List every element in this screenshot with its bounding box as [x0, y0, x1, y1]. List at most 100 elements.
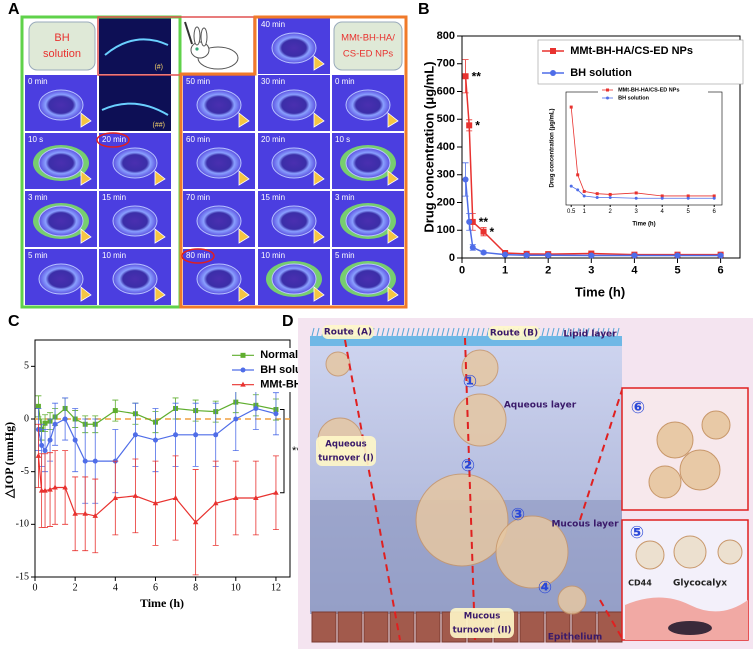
marker: [52, 484, 58, 490]
epithelial-cell: [519, 611, 545, 643]
panel-label: A: [8, 1, 20, 18]
marker: [92, 458, 98, 464]
lipid-spike: [616, 327, 620, 337]
x-tick-label: 8: [193, 582, 198, 593]
y-tick-label: 100: [437, 224, 455, 236]
epithelial-cell: [545, 611, 571, 643]
y-tick-label: 300: [437, 169, 455, 181]
x-tick-label: 6: [153, 582, 158, 593]
significance: **: [472, 69, 482, 83]
y-tick-label: 500: [437, 113, 455, 125]
marker: [42, 448, 48, 454]
legend-label: BH solution: [618, 95, 649, 101]
x-tick-label: 3: [588, 265, 594, 277]
arrow-head: [154, 170, 166, 186]
frame-label: 80 min: [186, 251, 210, 260]
x-axis-label: Time (h): [632, 222, 655, 228]
marker: [462, 176, 469, 183]
legend-box: [537, 39, 744, 85]
lipid-spike: [446, 327, 450, 337]
frame-label: 0 min: [28, 77, 48, 86]
marker: [480, 228, 487, 235]
marker: [42, 420, 48, 426]
nanoparticle: [495, 515, 569, 589]
bh-label: BH: [54, 32, 69, 44]
nucleus: [668, 621, 712, 635]
marker: [240, 367, 246, 373]
diagram-label: ②: [461, 456, 475, 476]
marker: [132, 492, 139, 498]
frame-label: 70 min: [186, 193, 210, 202]
x-tick-label: 5: [674, 265, 680, 277]
nanoparticle: [717, 539, 743, 565]
marker: [606, 88, 609, 92]
arrow-head: [313, 228, 325, 244]
y-axis-label: Drug concentration (μg/mL): [421, 61, 436, 232]
eye: [345, 263, 391, 295]
eye: [271, 147, 317, 179]
photo-mark: (##): [153, 122, 165, 129]
frame-label: 5 min: [28, 251, 48, 260]
marker: [62, 416, 68, 422]
marker: [674, 252, 681, 259]
eye: [38, 263, 84, 295]
frame-label: 10 min: [261, 251, 285, 260]
marker: [502, 251, 509, 258]
y-tick-label: 700: [437, 58, 455, 70]
marker: [132, 432, 138, 438]
diagram-label: Aqueous layer: [504, 401, 577, 411]
lipid-spike: [551, 327, 555, 337]
x-tick-label: 4: [631, 265, 638, 277]
y-tick-label: 600: [437, 85, 455, 97]
lipid-spike: [416, 327, 420, 337]
eye: [38, 147, 84, 179]
x-tick-label: 0: [459, 265, 465, 277]
frame-label: 60 min: [186, 135, 210, 144]
marker: [72, 510, 78, 516]
marker: [92, 512, 98, 518]
lipid-spike: [391, 327, 395, 337]
series-line: [37, 455, 277, 524]
marker: [582, 194, 586, 198]
plot-frame: [34, 339, 291, 578]
x-tick-label: 6: [713, 209, 717, 215]
marker: [712, 196, 716, 200]
eye: [196, 89, 242, 121]
marker: [52, 421, 58, 427]
marker: [112, 408, 118, 414]
lipid-spike: [481, 327, 485, 337]
frame-label: 15 min: [261, 193, 285, 202]
lipid-spike: [466, 327, 470, 337]
eye: [271, 32, 317, 64]
marker: [606, 96, 609, 100]
marker: [634, 196, 638, 200]
lipid-spike: [471, 327, 475, 337]
marker: [569, 184, 573, 188]
diagram-label: turnover (I): [318, 454, 374, 464]
eye-photo: [99, 18, 171, 74]
x-tick-label: 0.5: [567, 209, 576, 215]
marker: [466, 218, 473, 225]
arrow-head: [313, 112, 325, 128]
marker: [253, 405, 259, 411]
label-box: [28, 21, 96, 71]
group-frame: [179, 15, 408, 309]
marker: [39, 442, 45, 448]
panel-label: D: [282, 313, 294, 330]
nanoparticle: [325, 351, 351, 377]
panel-label: B: [418, 1, 430, 18]
rabbit-ear: [193, 26, 201, 46]
legend-box: [598, 86, 708, 102]
lipid-spike: [461, 327, 465, 337]
frame-label: 10 s: [28, 135, 43, 144]
marker: [35, 403, 41, 409]
inset-bg: [566, 92, 722, 205]
eye: [196, 263, 242, 295]
nanoparticle: [701, 410, 731, 440]
lipid-spike: [376, 327, 380, 337]
x-tick-label: 1: [502, 265, 508, 277]
marker: [480, 249, 487, 256]
x-tick-label: 12: [271, 582, 281, 593]
marker: [152, 500, 159, 506]
lipid-spike: [541, 327, 545, 337]
